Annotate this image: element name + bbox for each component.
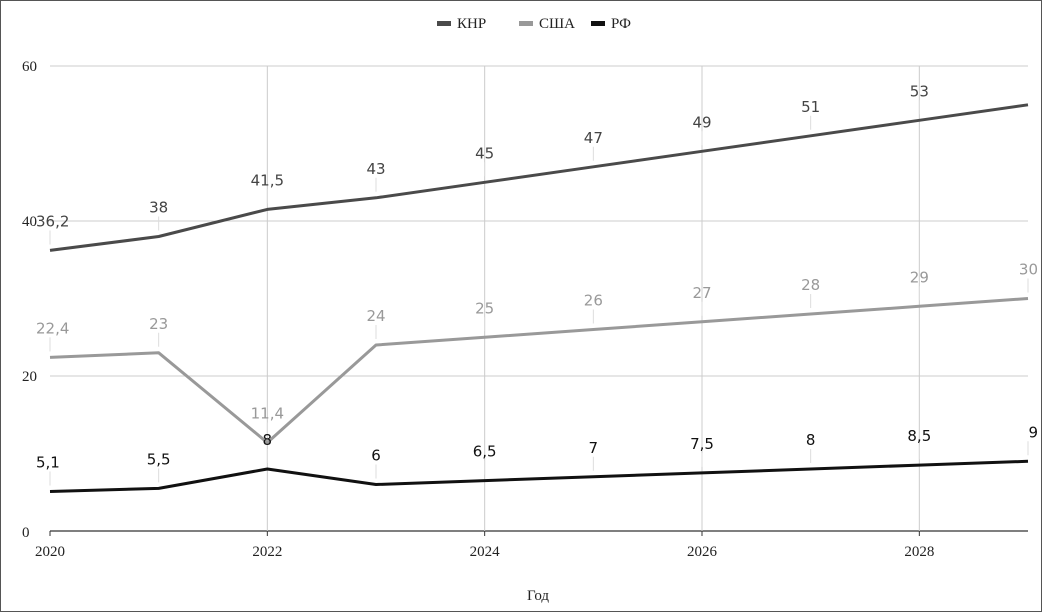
y-tick-label: 60 [22,59,37,75]
data-label: 8 [263,431,273,449]
grid [50,65,1028,532]
data-label: 26 [584,292,603,310]
data-label: 22,4 [36,319,69,337]
data-label: 30 [1019,261,1038,279]
data-label: 8,5 [907,427,931,445]
x-axis-title: Год [527,588,549,604]
legend-label-2: РФ [611,16,631,32]
x-tick-label: 2026 [687,544,718,560]
data-label: 23 [149,315,168,333]
data-label: 11,4 [251,405,284,423]
axes: 0 20 40 60 2020 2022 2024 2026 2028 [22,59,934,560]
data-label: 24 [366,307,385,325]
data-label: 53 [910,82,929,100]
data-label: 36,2 [36,212,69,230]
y-tick-label: 0 [22,525,30,541]
data-label: 45 [475,144,494,162]
series-line-1 [49,297,1029,445]
data-label: 25 [475,299,494,317]
x-tick-label: 2028 [904,544,934,560]
data-label: 47 [584,129,603,147]
x-tick-label: 2022 [252,544,282,560]
series-line-0 [49,103,1029,252]
data-label: 5,5 [147,450,171,468]
x-tick-label: 2020 [35,544,65,560]
data-label: 27 [692,284,711,302]
data-label: 7,5 [690,435,714,453]
legend: КНР США РФ [437,16,631,32]
legend-label-0: КНР [457,16,486,32]
legend-swatch-2 [591,21,605,26]
data-label: 38 [149,199,168,217]
legend-swatch-1 [519,21,533,26]
legend-label-1: США [539,16,575,32]
data-label: 49 [692,113,711,131]
data-labels: 36,2 38 41,5 43 45 47 49 51 53 22,4 23 11,4 24 25 26 27… [36,82,1038,486]
legend-swatch-0 [437,21,451,26]
data-label: 5,1 [36,453,60,471]
y-tick-label: 20 [22,369,37,385]
data-label: 6,5 [473,443,497,461]
data-label: 51 [801,98,820,116]
data-label: 6 [371,447,381,465]
series-lines [49,103,1029,493]
data-label: 7 [589,439,599,457]
y-tick-label: 40 [22,214,37,230]
series-line-2 [49,459,1029,493]
x-tick-label: 2024 [470,544,501,560]
data-label: 43 [366,160,385,178]
data-label: 41,5 [251,171,284,189]
data-label: 8 [806,431,816,449]
data-label: 28 [801,276,820,294]
data-label: 9 [1028,423,1038,441]
data-label: 29 [910,268,929,286]
